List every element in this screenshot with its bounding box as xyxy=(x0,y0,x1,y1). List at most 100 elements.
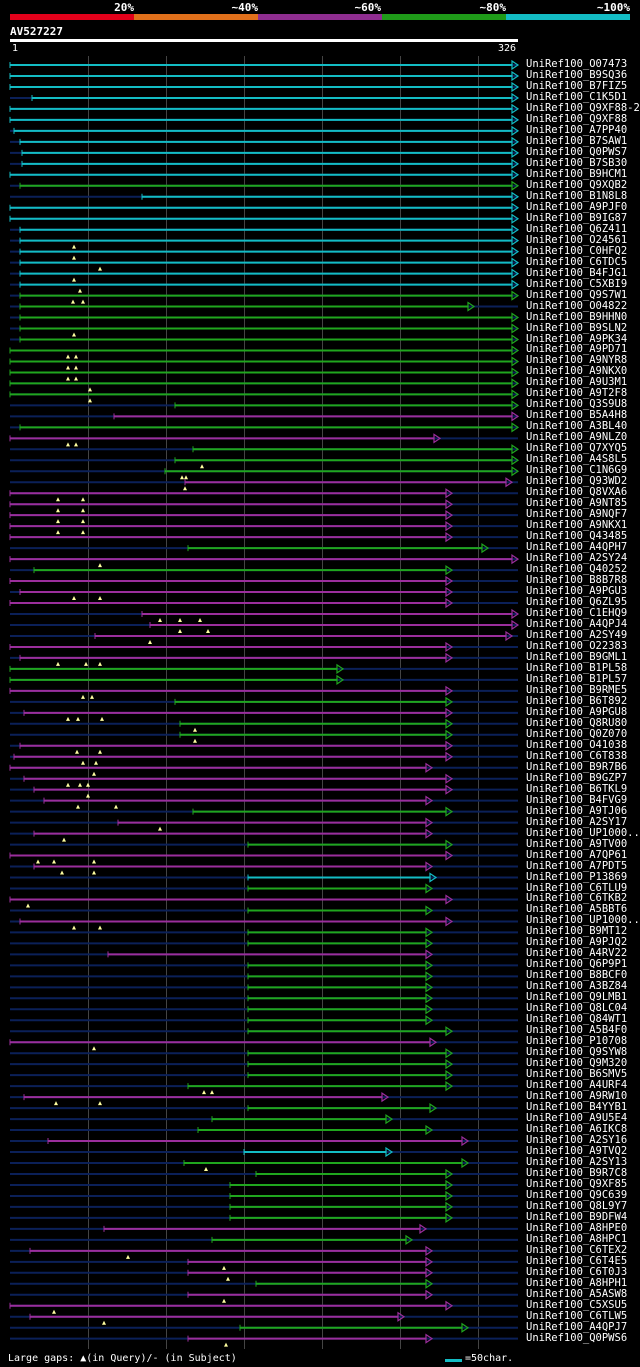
hit-label[interactable]: UniRef100_A5ASW8 xyxy=(526,1287,628,1300)
hit-label[interactable]: UniRef100_A9TVQ2 xyxy=(526,1145,628,1158)
hit-label[interactable]: UniRef100_B7FIZ5 xyxy=(526,79,628,92)
hit-label[interactable]: UniRef100_Q6Z411 xyxy=(526,222,628,235)
hit-label[interactable]: UniRef100_A6IKC8 xyxy=(526,1123,628,1136)
hit-row[interactable] xyxy=(10,1070,518,1081)
hit-label[interactable]: UniRef100_Q43485 xyxy=(526,530,628,543)
hit-row[interactable] xyxy=(10,1267,518,1281)
hit-row[interactable] xyxy=(10,158,520,169)
hit-row[interactable] xyxy=(10,268,520,282)
hit-row[interactable] xyxy=(9,685,518,699)
hit-row[interactable] xyxy=(9,378,520,392)
hit-row[interactable] xyxy=(10,422,520,433)
hit-label[interactable]: UniRef100_B9DFW4 xyxy=(526,1210,628,1223)
hit-label[interactable]: UniRef100_A9T2F8 xyxy=(526,387,628,400)
hit-label[interactable]: UniRef100_B9RME5 xyxy=(526,683,628,696)
hit-row[interactable] xyxy=(10,806,518,817)
hit-label[interactable]: UniRef100_B9MT12 xyxy=(526,925,628,938)
hit-row[interactable] xyxy=(10,279,520,293)
hit-row[interactable] xyxy=(10,1091,518,1106)
hit-label[interactable]: UniRef100_Q9XF88-2 xyxy=(526,101,640,114)
hit-label[interactable]: UniRef100_A7PP40 xyxy=(526,123,628,136)
hit-row[interactable] xyxy=(10,740,518,754)
hit-row[interactable] xyxy=(10,1201,518,1213)
hit-label[interactable]: UniRef100_B4FVG9 xyxy=(526,793,628,806)
hit-label[interactable]: UniRef100_A4URF4 xyxy=(526,1079,628,1092)
hit-row[interactable] xyxy=(10,817,518,831)
hit-label[interactable]: UniRef100_A2SY16 xyxy=(526,1134,628,1147)
hit-label[interactable]: UniRef100_Q8VXA6 xyxy=(526,486,628,499)
hit-row[interactable] xyxy=(10,466,520,480)
hit-row[interactable] xyxy=(10,1179,518,1191)
hit-row[interactable] xyxy=(10,444,520,455)
hit-label[interactable]: UniRef100_UP1000... xyxy=(526,914,640,927)
hit-row[interactable] xyxy=(10,301,518,312)
hit-row[interactable] xyxy=(10,982,518,993)
hit-row[interactable] xyxy=(10,1256,518,1270)
hit-row[interactable] xyxy=(9,356,520,370)
hit-row[interactable] xyxy=(9,521,518,535)
hit-row[interactable] xyxy=(9,367,520,381)
hit-label[interactable]: UniRef100_O07473 xyxy=(526,58,628,70)
hit-row[interactable] xyxy=(9,202,520,213)
hit-label[interactable]: UniRef100_Q8LC04 xyxy=(526,1002,628,1015)
hit-label[interactable]: UniRef100_B9HCM1 xyxy=(526,167,628,180)
hit-row[interactable] xyxy=(10,323,520,337)
hit-row[interactable] xyxy=(9,663,518,675)
hit-label[interactable]: UniRef100_B9GML1 xyxy=(526,650,628,663)
hit-label[interactable]: UniRef100_O22383 xyxy=(526,639,628,652)
hit-label[interactable]: UniRef100_Q9M320 xyxy=(526,1057,628,1070)
hit-label[interactable]: UniRef100_A4QPJ7 xyxy=(526,1320,628,1333)
hit-label[interactable]: UniRef100_Q3S9U8 xyxy=(526,398,628,411)
hit-label[interactable]: UniRef100_C1EHQ9 xyxy=(526,607,628,619)
hit-row[interactable] xyxy=(10,773,518,787)
hit-row[interactable] xyxy=(10,1004,518,1015)
hit-label[interactable]: UniRef100_A5BBT6 xyxy=(526,903,628,916)
hit-label[interactable]: UniRef100_C6TDC5 xyxy=(526,255,628,268)
hit-label[interactable]: UniRef100_A2SY13 xyxy=(526,1156,628,1168)
hit-label[interactable]: UniRef100_A9PJQ2 xyxy=(526,936,628,949)
hit-row[interactable] xyxy=(9,103,520,115)
hit-row[interactable] xyxy=(9,894,518,908)
hit-row[interactable] xyxy=(9,553,520,568)
hit-label[interactable]: UniRef100_Q0PWS7 xyxy=(526,145,628,158)
hit-label[interactable]: UniRef100_B6SMV5 xyxy=(526,1068,628,1081)
hit-label[interactable]: UniRef100_B9SQ36 xyxy=(526,68,628,81)
hit-row[interactable] xyxy=(9,850,518,864)
hit-row[interactable] xyxy=(10,718,518,732)
hit-row[interactable] xyxy=(9,433,518,447)
hit-row[interactable] xyxy=(10,949,518,960)
hit-label[interactable]: UniRef100_A7QP61 xyxy=(526,848,628,861)
hit-row[interactable] xyxy=(10,1135,518,1147)
hit-row[interactable] xyxy=(9,510,518,524)
hit-label[interactable]: UniRef100_O24561 xyxy=(526,233,628,246)
hit-row[interactable] xyxy=(10,136,520,147)
hit-row[interactable] xyxy=(9,169,520,180)
hit-row[interactable] xyxy=(10,696,518,707)
hit-label[interactable]: UniRef100_A7PDT5 xyxy=(526,859,628,872)
hit-label[interactable]: UniRef100_A9NLZ0 xyxy=(526,431,628,444)
hit-row[interactable] xyxy=(10,334,520,345)
hit-row[interactable] xyxy=(10,542,518,554)
hit-label[interactable]: UniRef100_B4YYB1 xyxy=(526,1101,628,1114)
hit-row[interactable] xyxy=(10,564,518,576)
hit-row[interactable] xyxy=(9,389,520,403)
hit-row[interactable] xyxy=(10,1015,518,1026)
hit-row[interactable] xyxy=(10,411,520,422)
hit-label[interactable]: UniRef100_B9HHN0 xyxy=(526,310,628,323)
hit-label[interactable]: UniRef100_C5XSU5 xyxy=(526,1298,628,1311)
hit-label[interactable]: UniRef100_Q8L9Y7 xyxy=(526,1199,628,1212)
hit-label[interactable]: UniRef100_C1K5D1 xyxy=(526,90,628,103)
hit-label[interactable]: UniRef100_B7SAW1 xyxy=(526,134,628,147)
hit-row[interactable] xyxy=(10,400,520,411)
hit-label[interactable]: UniRef100_O41038 xyxy=(526,738,628,751)
hit-label[interactable]: UniRef100_Q0PWS6 xyxy=(526,1331,628,1344)
hit-label[interactable]: UniRef100_B4FJG1 xyxy=(526,266,628,279)
hit-row[interactable] xyxy=(9,81,520,93)
hit-row[interactable] xyxy=(10,828,518,842)
hit-row[interactable] xyxy=(10,1278,518,1289)
hit-label[interactable]: UniRef100_B9IG87 xyxy=(526,211,628,224)
hit-label[interactable]: UniRef100_B1N8L8 xyxy=(526,189,628,202)
hit-row[interactable] xyxy=(10,751,518,765)
hit-label[interactable]: UniRef100_B1PL57 xyxy=(526,672,628,685)
hit-label[interactable]: UniRef100_A9U3M1 xyxy=(526,376,628,389)
